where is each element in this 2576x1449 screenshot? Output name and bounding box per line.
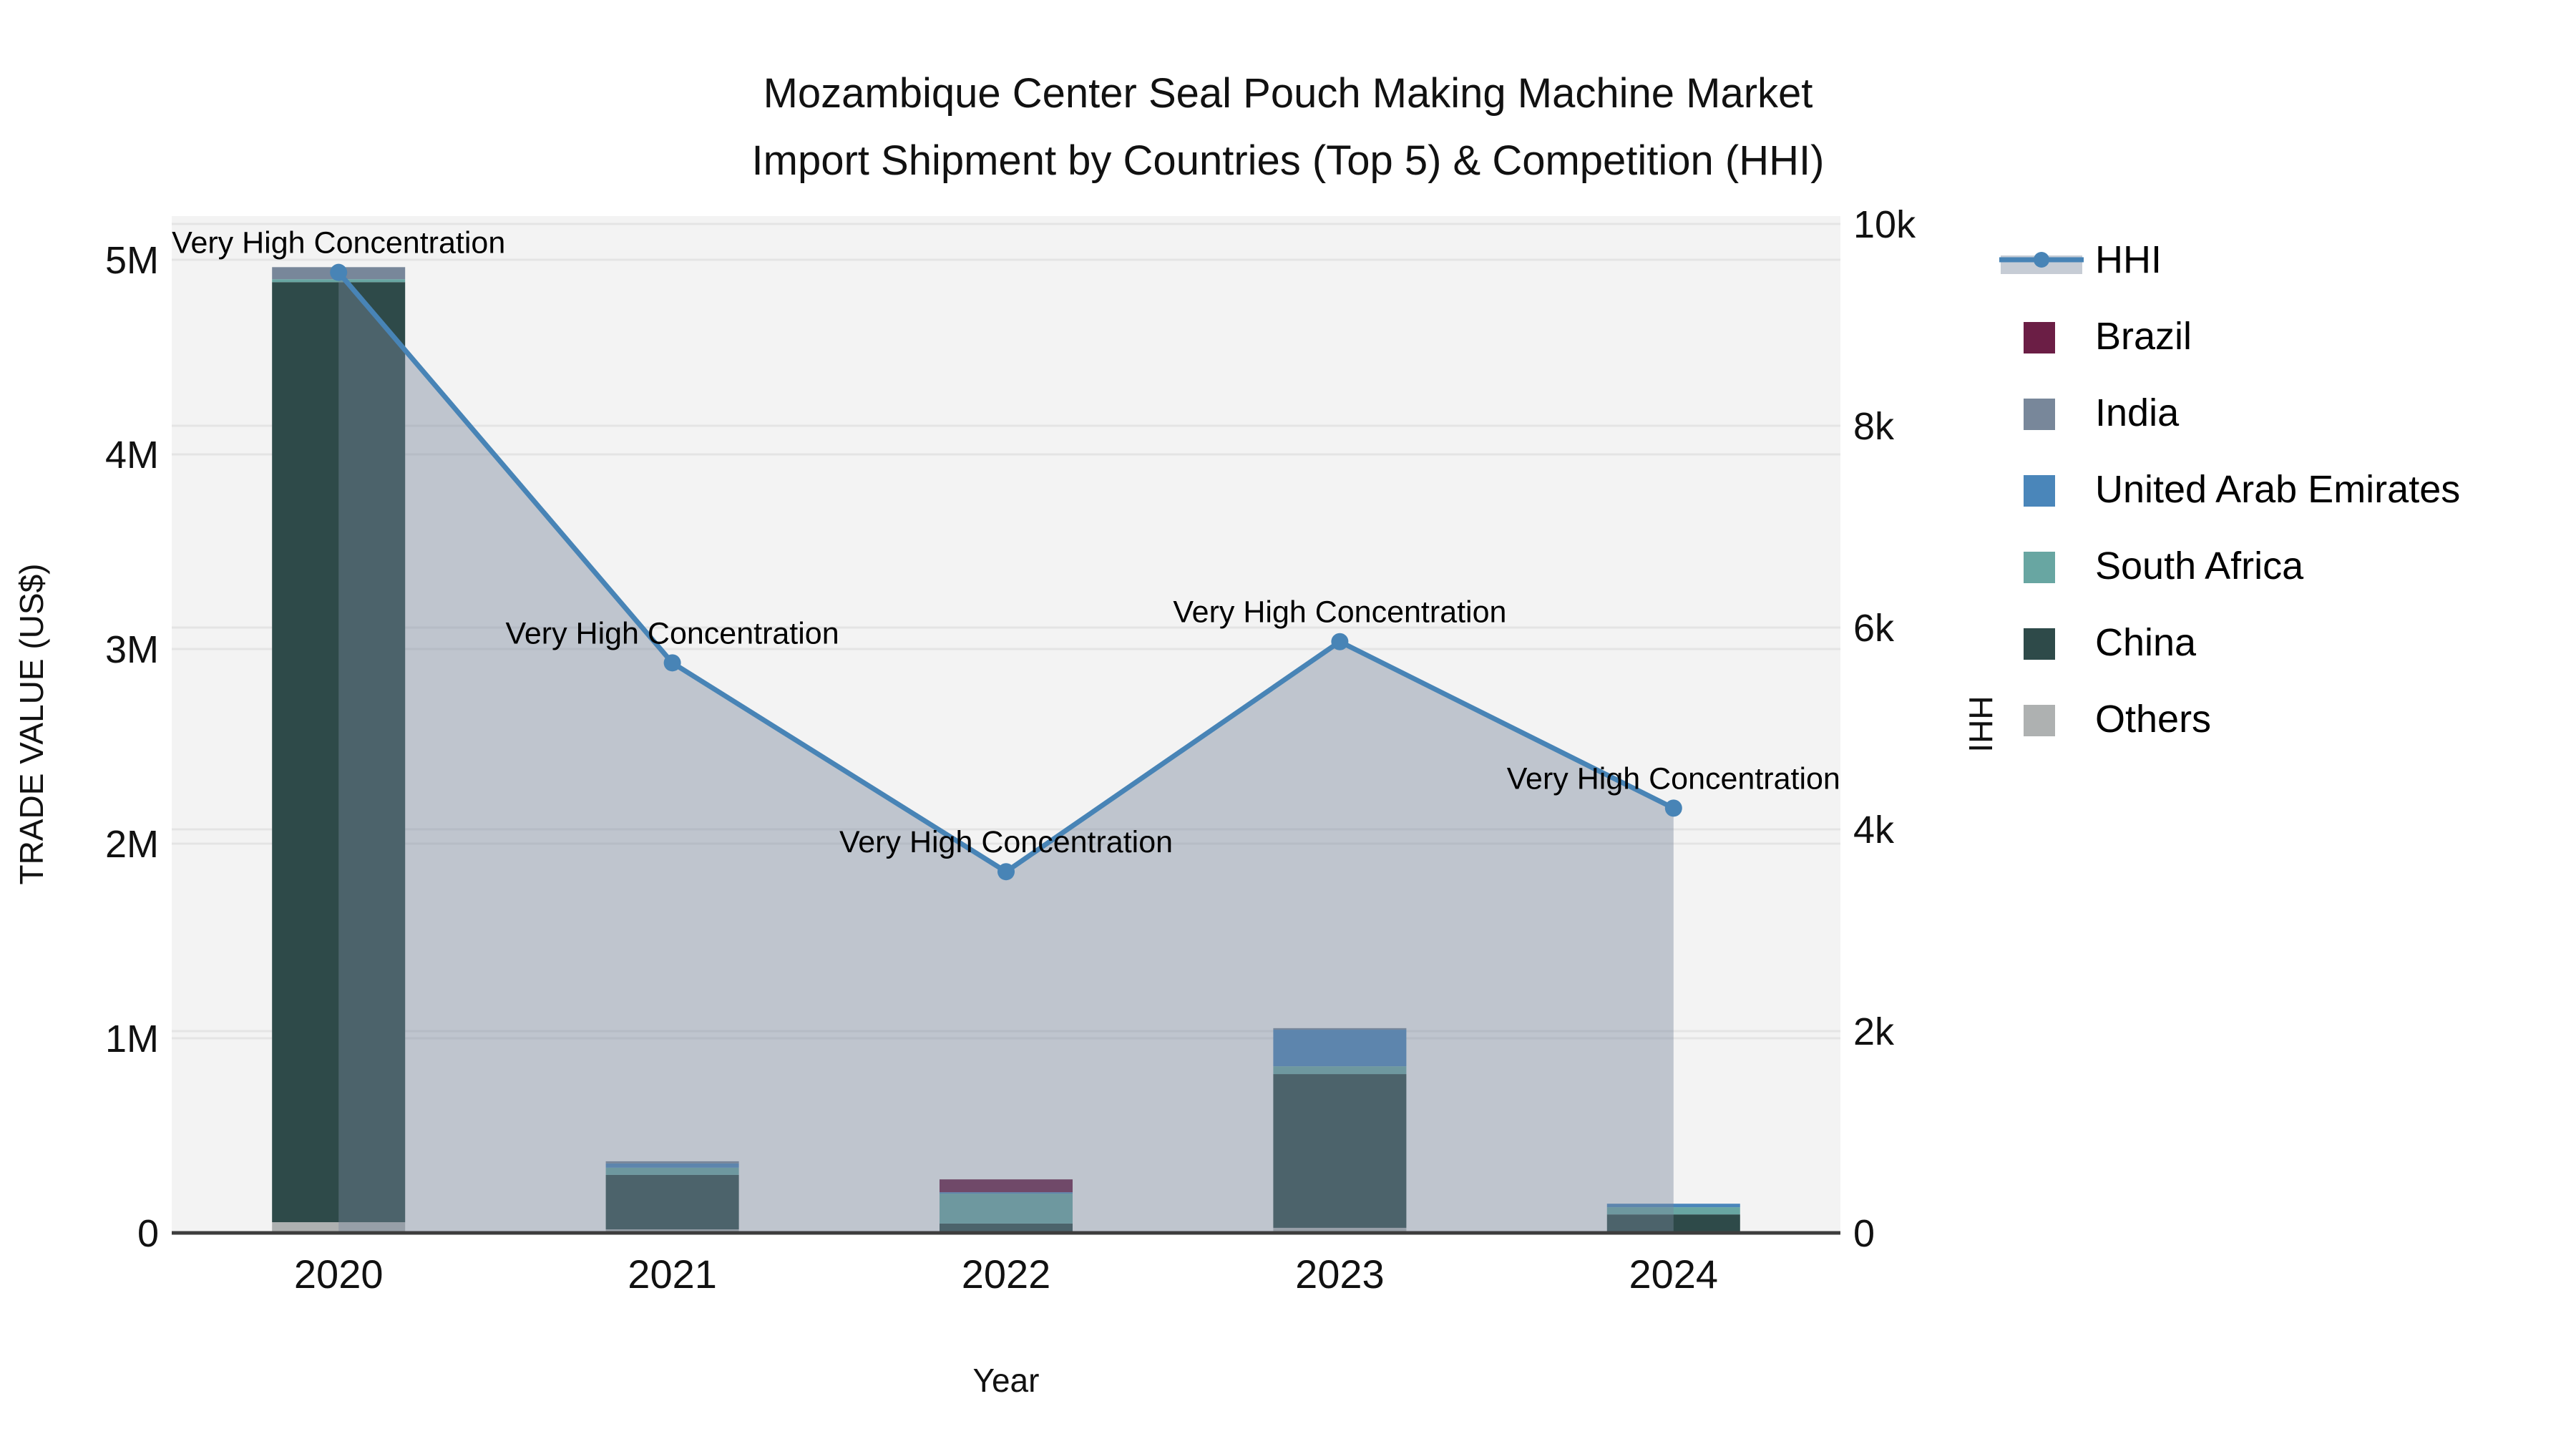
right-tick-8k: 8k bbox=[1853, 405, 1895, 448]
bar-segment-china-2023[interactable] bbox=[1273, 1074, 1407, 1228]
right-tick-6k: 6k bbox=[1853, 607, 1895, 650]
legend-swatch-others bbox=[2024, 705, 2055, 736]
left-tick-4M: 4M bbox=[105, 434, 159, 477]
hhi-marker-2024[interactable] bbox=[1664, 799, 1682, 817]
legend-label-china: China bbox=[2095, 621, 2197, 664]
bar-segment-china-2024[interactable] bbox=[1606, 1214, 1740, 1233]
left-axis-title: TRADE VALUE (US$) bbox=[13, 563, 50, 884]
x-tick-2021: 2021 bbox=[628, 1252, 717, 1297]
x-tick-2022: 2022 bbox=[962, 1252, 1051, 1297]
legend-item-brazil[interactable]: Brazil bbox=[2024, 315, 2192, 358]
legend-item-others[interactable]: Others bbox=[2024, 698, 2211, 741]
bar-segment-china-2020[interactable] bbox=[272, 282, 406, 1223]
legend-item-china[interactable]: China bbox=[2024, 621, 2197, 664]
right-tick-4k: 4k bbox=[1853, 809, 1895, 852]
legend-hhi-marker-sample bbox=[2034, 252, 2049, 268]
x-tick-2020: 2020 bbox=[294, 1252, 384, 1297]
left-tick-0: 0 bbox=[137, 1212, 159, 1255]
right-tick-2k: 2k bbox=[1853, 1010, 1895, 1053]
right-tick-0: 0 bbox=[1853, 1212, 1875, 1255]
left-tick-3M: 3M bbox=[105, 628, 159, 671]
bar-segment-others-2023[interactable] bbox=[1273, 1227, 1407, 1233]
bar-segment-united-arab-emirates-2021[interactable] bbox=[605, 1163, 739, 1168]
annotation-2021: Very High Concentration bbox=[506, 616, 839, 650]
legend-item-united-arab-emirates[interactable]: United Arab Emirates bbox=[2024, 468, 2460, 511]
hhi-marker-2022[interactable] bbox=[997, 863, 1015, 881]
bar-segment-south-africa-2021[interactable] bbox=[605, 1167, 739, 1175]
legend-item-south-africa[interactable]: South Africa bbox=[2024, 545, 2304, 587]
hhi-marker-2020[interactable] bbox=[330, 263, 348, 281]
right-axis-title: HHI bbox=[1962, 696, 1999, 752]
bar-segment-india-2023[interactable] bbox=[1273, 1028, 1407, 1030]
legend-item-india[interactable]: India bbox=[2024, 391, 2180, 434]
bar-segment-south-africa-2023[interactable] bbox=[1273, 1066, 1407, 1075]
annotation-2020: Very High Concentration bbox=[172, 226, 505, 260]
legend-label-hhi: HHI bbox=[2095, 238, 2162, 281]
bar-segment-united-arab-emirates-2023[interactable] bbox=[1273, 1030, 1407, 1067]
legend-swatch-brazil bbox=[2024, 322, 2055, 353]
annotation-2023: Very High Concentration bbox=[1173, 595, 1506, 630]
bar-segment-brazil-2022[interactable] bbox=[940, 1179, 1073, 1193]
legend-item-hhi[interactable]: HHI bbox=[1999, 238, 2162, 281]
legend-label-others: Others bbox=[2095, 698, 2211, 741]
legend-swatch-united-arab-emirates bbox=[2024, 475, 2055, 507]
bar-segment-india-2021[interactable] bbox=[605, 1161, 739, 1163]
legend-label-india: India bbox=[2095, 391, 2180, 434]
legend-label-united-arab-emirates: United Arab Emirates bbox=[2095, 468, 2460, 511]
hhi-marker-2023[interactable] bbox=[1331, 633, 1349, 650]
legend-swatch-south-africa bbox=[2024, 552, 2055, 583]
chart-title: Mozambique Center Seal Pouch Making Mach… bbox=[644, 60, 1932, 195]
right-tick-10k: 10k bbox=[1853, 203, 1916, 246]
annotation-2024: Very High Concentration bbox=[1507, 761, 1840, 796]
legend-swatch-china bbox=[2024, 628, 2055, 660]
legend-label-south-africa: South Africa bbox=[2095, 545, 2304, 587]
chart-title-line1: Mozambique Center Seal Pouch Making Mach… bbox=[763, 70, 1813, 117]
plot-area bbox=[172, 216, 1840, 1233]
bar-segment-south-africa-2024[interactable] bbox=[1606, 1207, 1740, 1215]
bar-segment-united-arab-emirates-2024[interactable] bbox=[1606, 1204, 1740, 1208]
legend-label-brazil: Brazil bbox=[2095, 315, 2192, 358]
x-tick-2023: 2023 bbox=[1295, 1252, 1385, 1297]
left-tick-5M: 5M bbox=[105, 239, 159, 282]
left-tick-1M: 1M bbox=[105, 1018, 159, 1060]
hhi-area-fill bbox=[338, 272, 1674, 1234]
bar-segment-others-2020[interactable] bbox=[272, 1222, 406, 1233]
chart-title-line2: Import Shipment by Countries (Top 5) & C… bbox=[751, 137, 1825, 184]
x-axis-title: Year bbox=[973, 1362, 1040, 1399]
bar-segment-china-2022[interactable] bbox=[940, 1223, 1073, 1233]
bar-segment-south-africa-2022[interactable] bbox=[940, 1194, 1073, 1224]
left-tick-2M: 2M bbox=[105, 823, 159, 866]
legend-swatch-india bbox=[2024, 399, 2055, 430]
hhi-marker-2021[interactable] bbox=[663, 654, 681, 672]
bar-segment-china-2021[interactable] bbox=[605, 1174, 739, 1230]
x-tick-2024: 2024 bbox=[1629, 1252, 1719, 1297]
bar-segment-united-arab-emirates-2022[interactable] bbox=[940, 1192, 1073, 1194]
annotation-2022: Very High Concentration bbox=[839, 825, 1173, 859]
